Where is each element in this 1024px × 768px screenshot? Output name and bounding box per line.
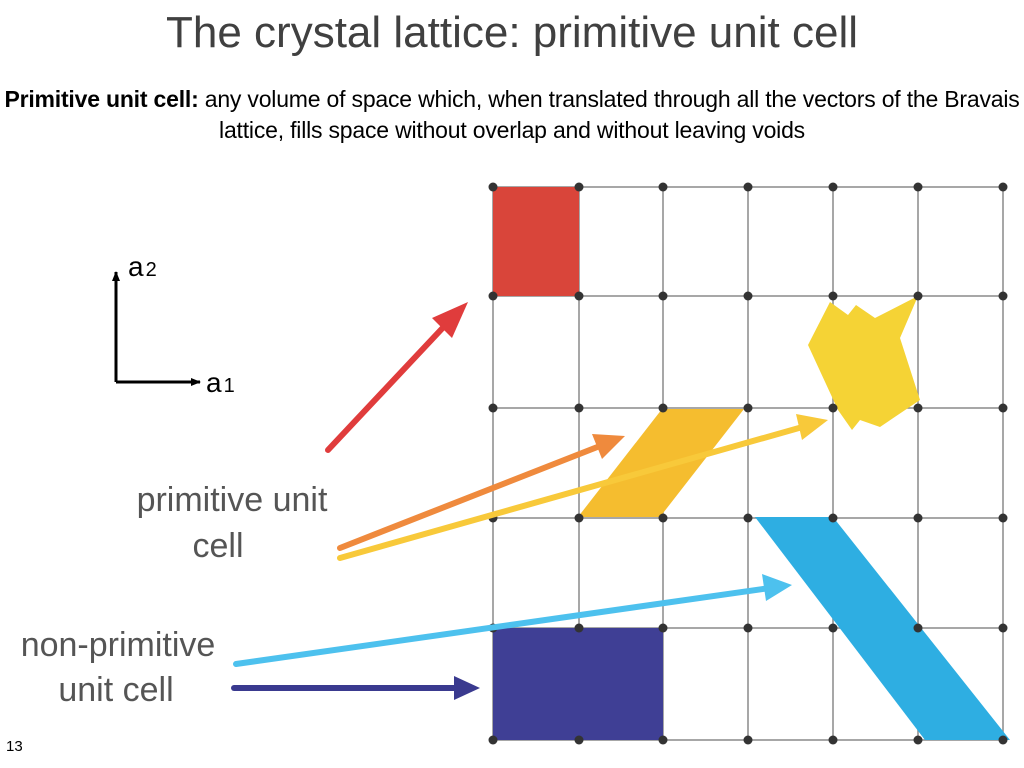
lattice-node <box>658 623 668 633</box>
lattice-node <box>998 735 1008 745</box>
lattice-node <box>488 403 498 413</box>
primitive-label-line1: primitive unit <box>137 481 328 519</box>
lattice-node <box>913 291 923 301</box>
lattice-node <box>998 182 1008 192</box>
lattice-node <box>574 291 584 301</box>
yellow-arrow <box>337 414 828 561</box>
lattice-node <box>574 623 584 633</box>
lattice-node <box>658 291 668 301</box>
lattice-node <box>658 182 668 192</box>
lattice-node <box>913 403 923 413</box>
lattice-node <box>828 291 838 301</box>
slide-number: 13 <box>6 738 23 755</box>
red-unit-cell <box>493 187 579 296</box>
lattice-node <box>913 623 923 633</box>
lattice-node <box>828 623 838 633</box>
lattice-node <box>658 735 668 745</box>
orange-arrow <box>337 434 625 551</box>
lattice-node <box>913 182 923 192</box>
lattice-node <box>998 623 1008 633</box>
lattice-node <box>574 513 584 523</box>
lattice-nodes <box>488 182 1008 745</box>
lattice-node <box>913 513 923 523</box>
lattice-node <box>658 513 668 523</box>
slide-title: The crystal lattice: primitive unit cell <box>166 8 858 57</box>
definition-text: Primitive unit cell: any volume of space… <box>0 84 1024 146</box>
lattice-node <box>998 403 1008 413</box>
primitive-label-line2: cell <box>192 527 243 565</box>
lattice-node <box>743 513 753 523</box>
lattice-node <box>828 513 838 523</box>
lattice-node <box>488 735 498 745</box>
definition-body: any volume of space which, when translat… <box>198 86 1020 143</box>
yellow-irregular-cell <box>808 296 920 430</box>
lattice-node <box>913 735 923 745</box>
lattice-node <box>574 403 584 413</box>
lattice-node <box>743 182 753 192</box>
red-arrow <box>325 302 468 453</box>
lattice-node <box>574 182 584 192</box>
blue-parallelogram-cell <box>755 517 1010 740</box>
definition-term: Primitive unit cell: <box>4 86 199 112</box>
lattice-node <box>998 513 1008 523</box>
lattice-node <box>743 735 753 745</box>
lattice-node <box>828 403 838 413</box>
nonprimitive-label-line2: unit cell <box>58 671 173 709</box>
navy-arrow <box>231 676 480 700</box>
lattice-node <box>574 735 584 745</box>
lattice-node <box>828 735 838 745</box>
lattice-node <box>743 291 753 301</box>
lattice-node <box>998 291 1008 301</box>
lattice-node <box>743 623 753 633</box>
lattice-node <box>828 182 838 192</box>
lattice-node <box>488 182 498 192</box>
orange-parallelogram-cell <box>578 409 744 517</box>
lattice-node <box>743 403 753 413</box>
lattice-node <box>488 291 498 301</box>
lattice-node <box>658 403 668 413</box>
blue-arrow <box>233 574 792 667</box>
nonprimitive-label-line1: non-primitive <box>21 626 216 664</box>
navy-nonprimitive-cell <box>493 628 663 740</box>
